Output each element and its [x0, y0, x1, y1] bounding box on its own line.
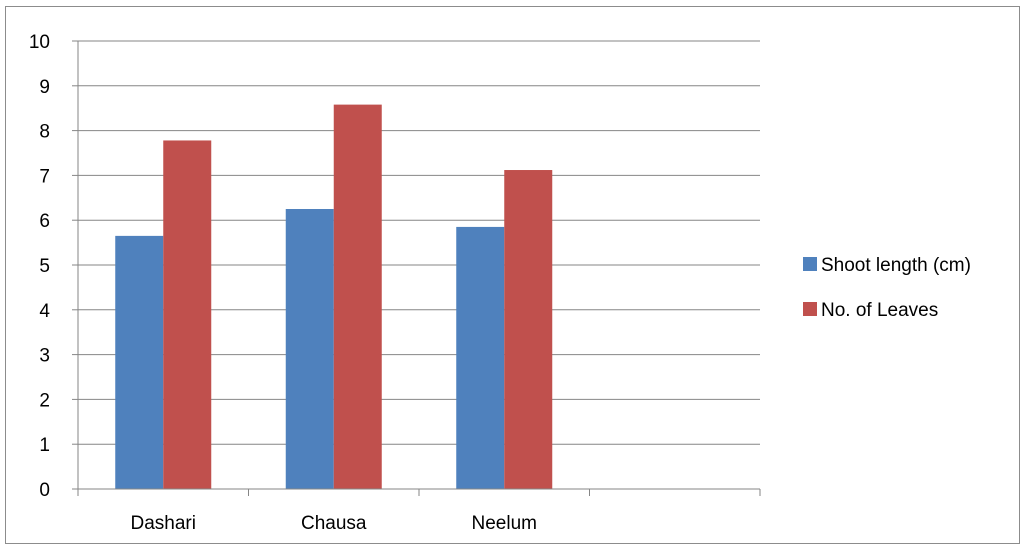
x-tick-label: Chausa: [301, 513, 367, 534]
y-tick-label: 0: [39, 480, 50, 501]
bar-neelum-series-1: [504, 170, 553, 490]
legend-swatch: [803, 302, 817, 316]
x-tick-label: Dashari: [131, 513, 196, 534]
y-tick-label: 2: [39, 390, 50, 411]
y-tick-label: 9: [39, 77, 50, 98]
bar-dashari-series-0: [115, 235, 164, 489]
y-tick-label: 5: [39, 256, 50, 277]
y-tick-label: 10: [29, 32, 50, 53]
y-axis-tick-labels: 0 1 2 3 4 5 6 7 8 9 10: [29, 32, 51, 501]
x-tick-label: Neelum: [472, 513, 537, 534]
bar-chausa-series-1: [333, 104, 382, 489]
legend-label: No. of Leaves: [821, 300, 938, 321]
axes: [72, 40, 761, 496]
y-tick-label: 3: [39, 346, 50, 367]
y-tick-label: 7: [39, 166, 50, 187]
legend-swatch: [803, 257, 817, 271]
y-tick-label: 1: [39, 435, 50, 456]
bars: [115, 104, 553, 490]
y-tick-label: 8: [39, 122, 50, 143]
y-tick-label: 6: [39, 211, 50, 232]
bar-dashari-series-1: [163, 140, 212, 489]
y-tick-label: 4: [39, 301, 50, 322]
legend-label: Shoot length (cm): [821, 255, 971, 276]
legend: Shoot length (cm) No. of Leaves: [803, 255, 971, 321]
bar-neelum-series-0: [456, 226, 505, 490]
x-axis-tick-labels: Dashari Chausa Neelum: [131, 513, 537, 534]
bar-chausa-series-0: [285, 209, 334, 489]
